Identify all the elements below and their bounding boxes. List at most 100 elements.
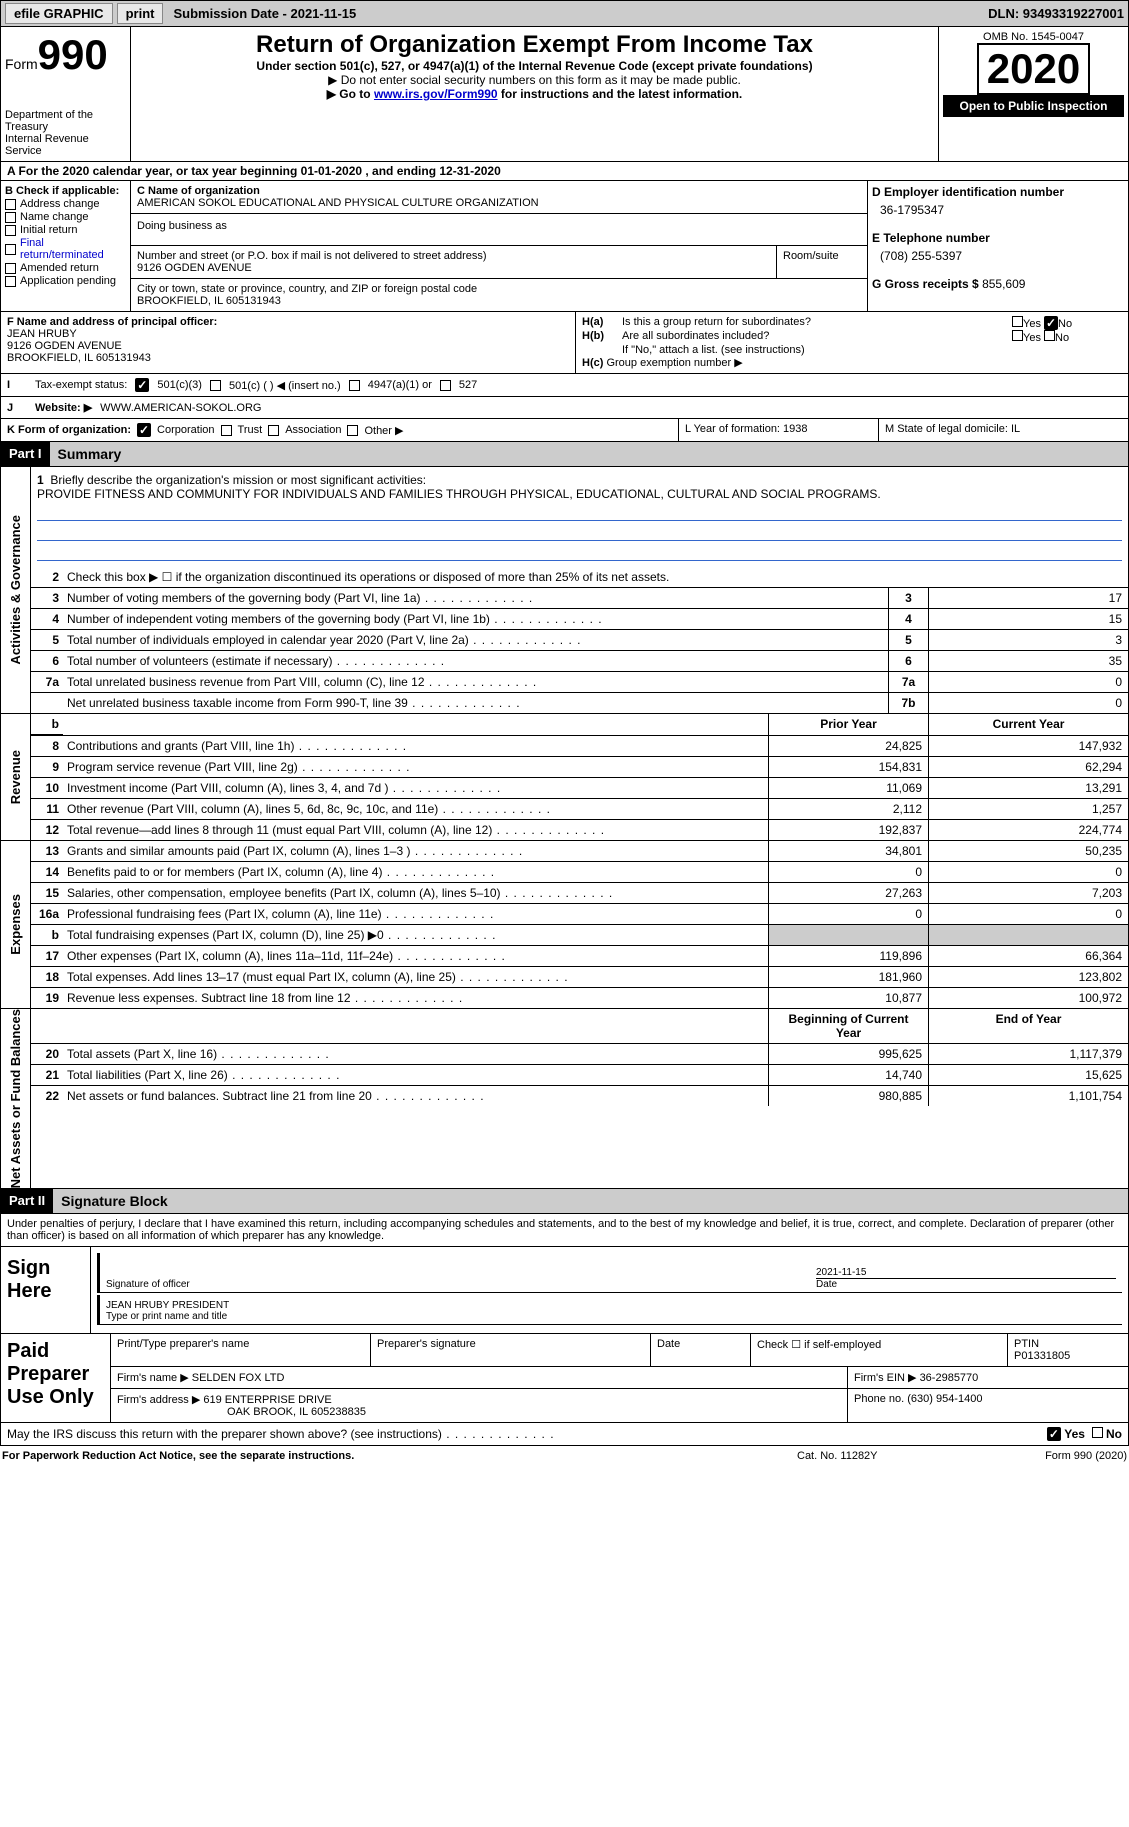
- topbar: efile GRAPHIC print Submission Date - 20…: [0, 0, 1129, 27]
- table-row: 14Benefits paid to or for members (Part …: [31, 862, 1128, 883]
- table-row: 18Total expenses. Add lines 13–17 (must …: [31, 967, 1128, 988]
- row-j: J Website: ▶ WWW.AMERICAN-SOKOL.ORG: [0, 397, 1129, 419]
- ein-label: D Employer identification number: [872, 185, 1124, 199]
- table-row: 9Program service revenue (Part VIII, lin…: [31, 757, 1128, 778]
- subtitle-2: ▶ Do not enter social security numbers o…: [139, 73, 930, 87]
- subtitle-3: ▶ Go to www.irs.gov/Form990 for instruct…: [139, 87, 930, 101]
- page-footer: For Paperwork Reduction Act Notice, see …: [0, 1446, 1129, 1466]
- table-row: 21Total liabilities (Part X, line 26)14,…: [31, 1065, 1128, 1086]
- firm-addr: 619 ENTERPRISE DRIVE: [203, 1394, 331, 1406]
- table-row: 3Number of voting members of the governi…: [31, 588, 1128, 609]
- table-row: 11Other revenue (Part VIII, column (A), …: [31, 799, 1128, 820]
- summary-expenses: Expenses 13Grants and similar amounts pa…: [0, 841, 1129, 1009]
- other-box[interactable]: [347, 425, 358, 436]
- street-address: Number and street (or P.O. box if mail i…: [131, 246, 777, 278]
- hb-note: If "No," attach a list. (see instruction…: [582, 344, 1122, 356]
- irs-discuss-row: May the IRS discuss this return with the…: [0, 1423, 1129, 1446]
- checkbox-initial[interactable]: [5, 225, 16, 236]
- preparer-sig-label: Preparer's signature: [371, 1334, 651, 1366]
- form-number: Form990: [5, 31, 126, 79]
- firm-ein: 36-2985770: [920, 1372, 979, 1384]
- tel-value: (708) 255-5397: [880, 249, 1124, 263]
- table-row: 15Salaries, other compensation, employee…: [31, 883, 1128, 904]
- website-value: WWW.AMERICAN-SOKOL.ORG: [100, 402, 261, 414]
- sign-here-block: Sign Here Signature of officer 2021-11-1…: [0, 1247, 1129, 1334]
- ha-no-checked[interactable]: ✓: [1044, 316, 1058, 330]
- open-public: Open to Public Inspection: [943, 95, 1124, 117]
- org-name-row: C Name of organization AMERICAN SOKOL ED…: [131, 181, 867, 214]
- irs-yes-checked[interactable]: ✓: [1047, 1427, 1061, 1441]
- hb-no[interactable]: [1044, 330, 1055, 341]
- table-row: 16aProfessional fundraising fees (Part I…: [31, 904, 1128, 925]
- hdr-prior-year: Prior Year: [768, 714, 928, 735]
- hdr-end-year: End of Year: [928, 1009, 1128, 1043]
- table-row: 7aTotal unrelated business revenue from …: [31, 672, 1128, 693]
- hdr-begin-year: Beginning of Current Year: [768, 1009, 928, 1043]
- hb-yes[interactable]: [1012, 330, 1023, 341]
- table-row: 10Investment income (Part VIII, column (…: [31, 778, 1128, 799]
- 527-box[interactable]: [440, 380, 451, 391]
- hdr-current-year: Current Year: [928, 714, 1128, 735]
- dln: DLN: 93493319227001: [988, 6, 1124, 21]
- section-fh: F Name and address of principal officer:…: [0, 312, 1129, 374]
- ha-text: Is this a group return for subordinates?: [622, 316, 1012, 330]
- checkbox-addr[interactable]: [5, 199, 16, 210]
- summary-netassets: Net Assets or Fund Balances Beginning of…: [0, 1009, 1129, 1189]
- vtab-revenue: Revenue: [8, 750, 23, 804]
- table-row: 4Number of independent voting members of…: [31, 609, 1128, 630]
- summary-governance: Activities & Governance 1 Briefly descri…: [0, 467, 1129, 714]
- irs-no-box[interactable]: [1092, 1427, 1103, 1438]
- table-row: bTotal fundraising expenses (Part IX, co…: [31, 925, 1128, 946]
- firm-addr2: OAK BROOK, IL 605238835: [227, 1406, 366, 1418]
- trust-box[interactable]: [221, 425, 232, 436]
- officer-addr1: 9126 OGDEN AVENUE: [7, 340, 122, 352]
- checkbox-application[interactable]: [5, 276, 16, 287]
- assoc-box[interactable]: [268, 425, 279, 436]
- 4947-box[interactable]: [349, 380, 360, 391]
- hb-text: Are all subordinates included?: [622, 330, 1012, 344]
- corp-checked[interactable]: ✓: [137, 423, 151, 437]
- preparer-name-label: Print/Type preparer's name: [111, 1334, 371, 1366]
- checkbox-name[interactable]: [5, 212, 16, 223]
- table-row: 13Grants and similar amounts paid (Part …: [31, 841, 1128, 862]
- 501c-box[interactable]: [210, 380, 221, 391]
- subtitle-1: Under section 501(c), 527, or 4947(a)(1)…: [139, 59, 930, 73]
- tel-label: E Telephone number: [872, 231, 1124, 245]
- table-row: 6Total number of volunteers (estimate if…: [31, 651, 1128, 672]
- checkbox-final[interactable]: [5, 244, 16, 255]
- form-header: Form990 Department of the Treasury Inter…: [0, 27, 1129, 162]
- preparer-date-label: Date: [651, 1334, 751, 1366]
- ha-yes[interactable]: [1012, 316, 1023, 327]
- submission-date: Submission Date - 2021-11-15: [173, 6, 356, 21]
- vtab-governance: Activities & Governance: [8, 515, 23, 665]
- firm-phone: (630) 954-1400: [907, 1393, 982, 1405]
- table-row: 17Other expenses (Part IX, column (A), l…: [31, 946, 1128, 967]
- row-i: I Tax-exempt status: ✓501(c)(3) 501(c) (…: [0, 374, 1129, 397]
- vtab-netassets: Net Assets or Fund Balances: [8, 1009, 23, 1188]
- section-bcd: B Check if applicable: Address change Na…: [0, 181, 1129, 312]
- efile-button[interactable]: efile GRAPHIC: [5, 3, 113, 24]
- officer-name: JEAN HRUBY: [7, 328, 77, 340]
- checkbox-amended[interactable]: [5, 263, 16, 274]
- hc-text: Group exemption number ▶: [606, 357, 742, 369]
- vtab-expenses: Expenses: [8, 894, 23, 955]
- print-button[interactable]: print: [117, 3, 164, 24]
- table-row: 22Net assets or fund balances. Subtract …: [31, 1086, 1128, 1106]
- summary-revenue: Revenue b Prior Year Current Year 8Contr…: [0, 714, 1129, 841]
- paid-preparer-block: Paid Preparer Use Only Print/Type prepar…: [0, 1334, 1129, 1423]
- officer-addr2: BROOKFIELD, IL 605131943: [7, 352, 151, 364]
- part2-header: Part II Signature Block: [0, 1189, 1129, 1214]
- instructions-link[interactable]: www.irs.gov/Form990: [374, 87, 498, 101]
- year-formation: L Year of formation: 1938: [678, 419, 878, 441]
- department: Department of the Treasury Internal Reve…: [5, 109, 126, 157]
- sig-date-value: 2021-11-15: [816, 1267, 1116, 1279]
- table-row: 20Total assets (Part X, line 16)995,6251…: [31, 1044, 1128, 1065]
- ptin-value: P01331805: [1014, 1350, 1070, 1362]
- briefly-label: Briefly describe the organization's miss…: [50, 473, 426, 487]
- 501c3-checked[interactable]: ✓: [135, 378, 149, 392]
- row-klm: K Form of organization: ✓Corporation Tru…: [0, 419, 1129, 442]
- table-row: Net unrelated business taxable income fr…: [31, 693, 1128, 713]
- form-title: Return of Organization Exempt From Incom…: [139, 31, 930, 59]
- firm-name: SELDEN FOX LTD: [192, 1372, 285, 1384]
- dba-row: Doing business as: [131, 214, 867, 246]
